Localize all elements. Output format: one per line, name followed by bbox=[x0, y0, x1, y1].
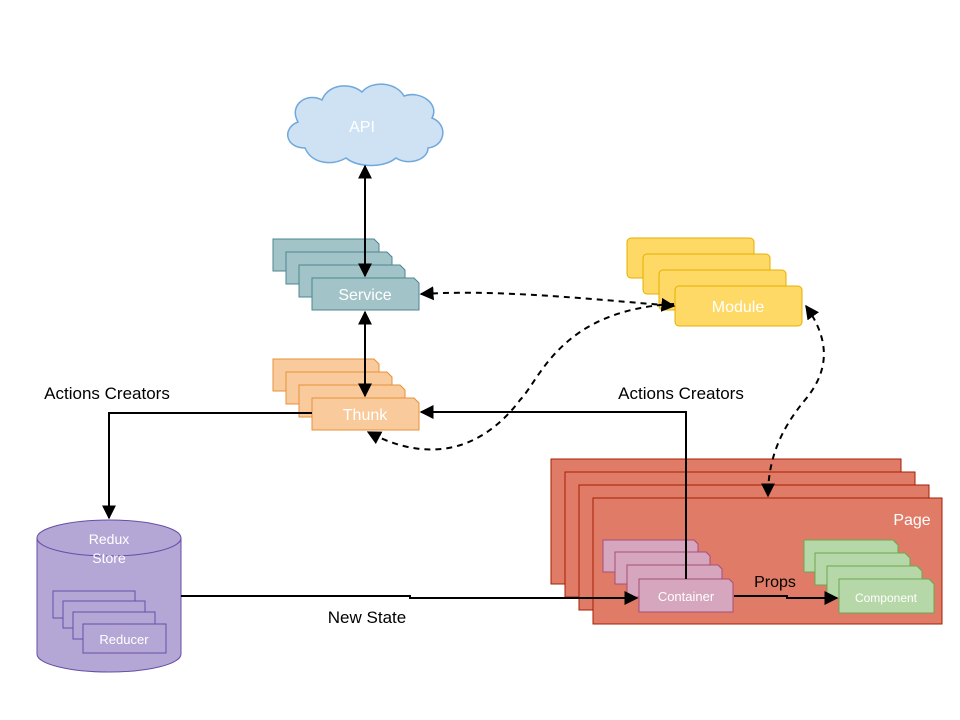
solid-connectors bbox=[102, 164, 839, 605]
actions-creators-right-label: Actions Creators bbox=[618, 384, 744, 403]
container-label: Container bbox=[658, 589, 715, 604]
redux-store: Redux Store Reducer bbox=[36, 519, 182, 673]
component-card-front bbox=[838, 578, 935, 614]
service-module-dashed-arrow bbox=[419, 286, 676, 312]
redux-store-label-line2: Store bbox=[92, 550, 126, 566]
props-label: Props bbox=[754, 574, 796, 591]
api-cloud: API bbox=[287, 83, 444, 167]
reducer-card-front bbox=[82, 623, 167, 654]
component-label: Component bbox=[855, 591, 918, 605]
thunk-card-front bbox=[311, 397, 420, 431]
redux-store-label-line1: Redux bbox=[89, 531, 129, 547]
reducer-stack bbox=[52, 590, 167, 654]
thunk-label: Thunk bbox=[343, 407, 388, 424]
container-to-thunk-arrow bbox=[419, 405, 687, 579]
new-state-label: New State bbox=[328, 608, 406, 627]
container-to-component-arrow bbox=[734, 591, 839, 605]
service-card-front bbox=[311, 277, 420, 311]
module-label: Module bbox=[712, 299, 765, 316]
redux-store-top bbox=[36, 519, 182, 557]
page-label: Page bbox=[893, 512, 930, 529]
reducer-label: Reducer bbox=[99, 632, 149, 647]
service-label: Service bbox=[338, 287, 391, 304]
thunk-to-store-arrow bbox=[102, 412, 312, 520]
container-stack bbox=[602, 539, 734, 613]
actions-creators-left-label: Actions Creators bbox=[44, 384, 170, 403]
store-to-container-arrow bbox=[181, 591, 639, 605]
module-page-dashed-arrow bbox=[761, 304, 825, 498]
dashed-connectors bbox=[366, 286, 825, 498]
module-stack bbox=[626, 237, 803, 327]
api-label: API bbox=[349, 119, 375, 136]
module-thunk-dashed-arrow bbox=[366, 303, 675, 451]
container-card-front bbox=[638, 578, 734, 613]
